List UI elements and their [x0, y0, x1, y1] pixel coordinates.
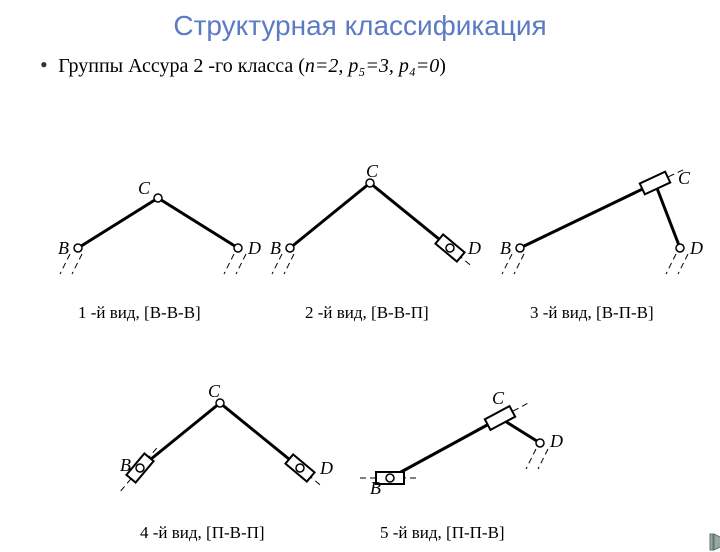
page-title: Структурная классификация [0, 0, 720, 42]
label-D-2: D [468, 238, 481, 259]
nav-next-icon[interactable] [708, 532, 720, 552]
subtitle-suffix: ) [439, 55, 446, 77]
label-B-3: B [500, 238, 511, 259]
label-D-3: D [690, 238, 703, 259]
label-D-4: D [320, 458, 333, 479]
label-C-5: C [492, 388, 504, 409]
label-C-3: C [678, 168, 690, 189]
subtitle-text: Группы Ассура 2 -го класса ( [58, 55, 305, 77]
caption-1: 1 -й вид, [В-В-В] [78, 303, 201, 323]
caption-3: 3 -й вид, [В-П-В] [530, 303, 654, 323]
diagram-1 [48, 103, 278, 303]
diagram-3 [490, 103, 720, 303]
label-B-4: B [120, 455, 131, 476]
label-C-1: C [138, 178, 150, 199]
label-C-2: C [366, 161, 378, 182]
label-D-5: D [550, 431, 563, 452]
diagram-4 [110, 323, 340, 523]
subtitle: • Группы Ассура 2 -го класса (n=2, p₅=3,… [0, 42, 720, 78]
label-B-1: B [58, 238, 69, 259]
caption-2: 2 -й вид, [В-В-П] [305, 303, 429, 323]
diagram-area: B C D 1 -й вид, [В-В-В] B C D 2 -й вид, … [0, 78, 720, 518]
bullet: • [40, 52, 53, 77]
label-B-2: B [270, 238, 281, 259]
caption-4: 4 -й вид, [П-В-П] [140, 523, 265, 543]
params: n=2, p₅=3, p₄=0 [305, 55, 439, 77]
caption-5: 5 -й вид, [П-П-В] [380, 523, 505, 543]
label-C-4: C [208, 381, 220, 402]
diagram-2 [260, 103, 490, 303]
label-B-5: B [370, 478, 381, 499]
